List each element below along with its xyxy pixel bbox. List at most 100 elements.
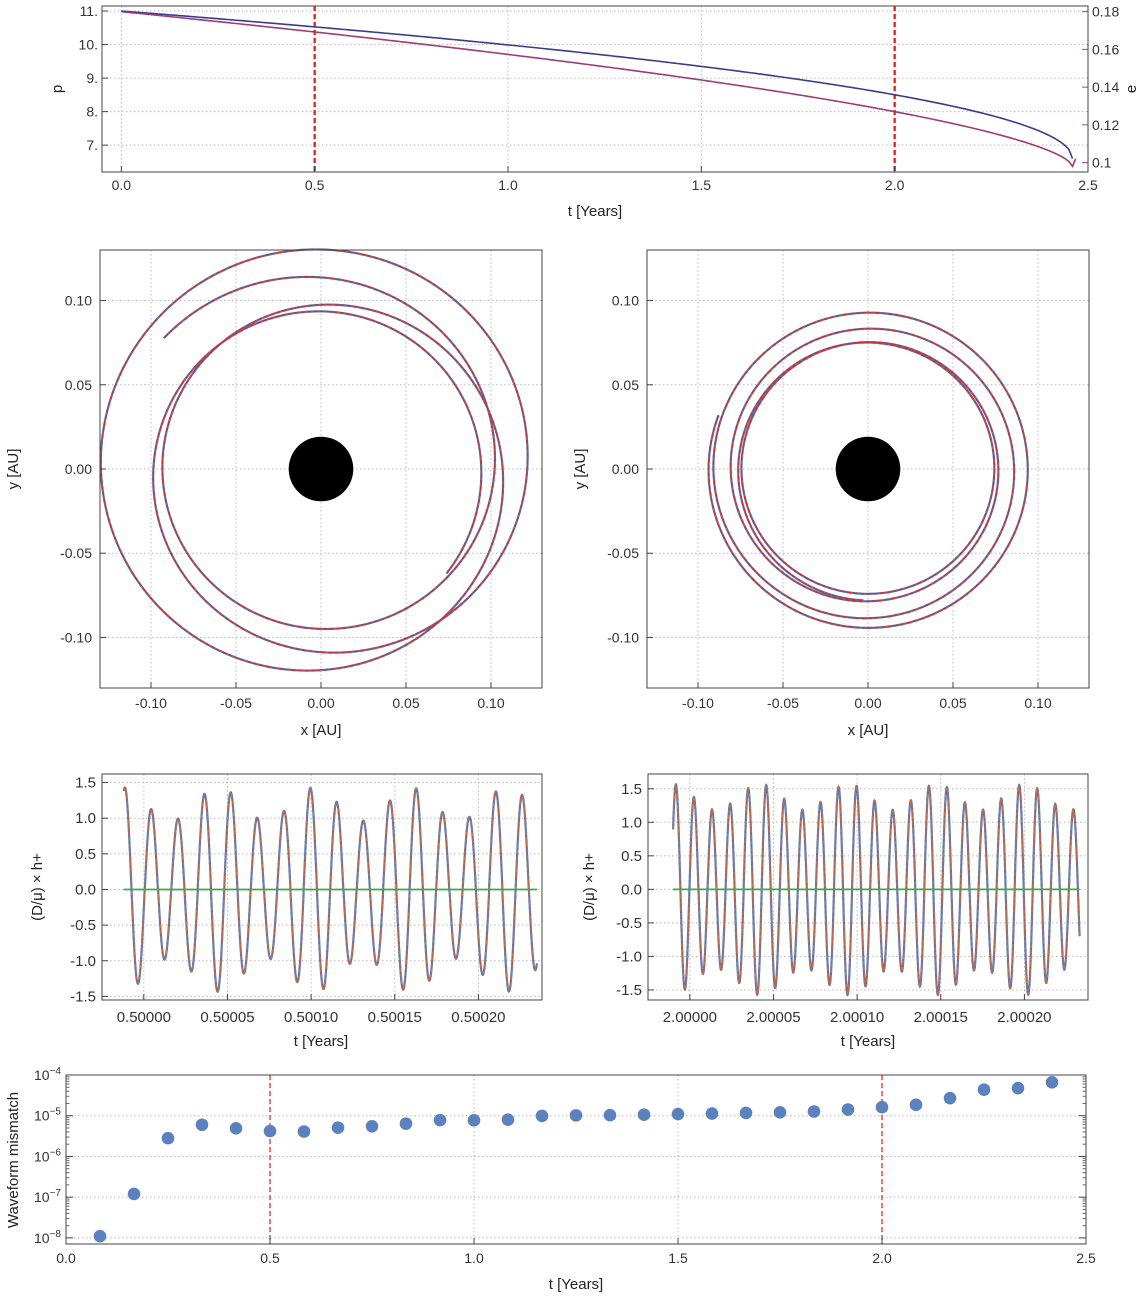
mismatch-x-tick-label: 1.0 [464, 1250, 484, 1266]
orbit-late-x-tick-label: 0.10 [1024, 695, 1051, 711]
mismatch-point [909, 1098, 923, 1112]
orbit-late-ylabel: y [AU] [572, 449, 589, 490]
mismatch-y-tick-label: 10−8 [34, 1229, 61, 1246]
evolution-ylabel-p: p [49, 85, 66, 93]
mismatch-point [331, 1121, 345, 1134]
waveform-early-x-tick-label: 0.50015 [368, 1009, 422, 1026]
mismatch-y-tick-label: 10−7 [34, 1188, 61, 1205]
mismatch-frame [65, 1074, 1087, 1245]
e-evolution-line [121, 10, 1077, 168]
evolution-yright-tick-label: 0.18 [1092, 4, 1119, 20]
orbit-early-y-tick-label: 0.05 [65, 377, 92, 393]
waveform-early-y-tick-label: 0.0 [75, 881, 96, 898]
waveform-late-y-tick-label: -1.5 [616, 982, 642, 999]
mismatch-point [773, 1106, 787, 1119]
orbit-late-x-tick-label: 0.05 [939, 695, 966, 711]
orbit-early-x-tick-label: 0.10 [477, 695, 504, 711]
mismatch-x-tick-label: 1.5 [668, 1250, 688, 1266]
waveform-late-y-tick-label: -1.0 [616, 948, 642, 965]
waveform-late-xlabel: t [Years] [841, 1033, 895, 1050]
mismatch-y-tick-label: 10−5 [34, 1107, 61, 1124]
mismatch-point [637, 1108, 651, 1121]
orbit-late-y-tick-label: -0.05 [607, 545, 639, 561]
mismatch-ylabel: Waveform mismatch [5, 1092, 22, 1228]
mismatch-y-tick-label: 10−6 [34, 1147, 61, 1164]
mismatch-point [875, 1100, 889, 1114]
waveform-early-panel: 0.50000 0.50005 0.50010 0.50015 0.50020 -1.5 -… [29, 773, 543, 1050]
mismatch-point [229, 1122, 243, 1135]
orbit-early-black-hole [288, 436, 354, 502]
orbit-late-y-tick-label: 0.10 [612, 293, 639, 309]
evolution-yright-tick-label: 0.16 [1092, 41, 1119, 57]
waveform-late-y-tick-label: 0.5 [621, 848, 642, 865]
mismatch-point [263, 1124, 277, 1138]
evolution-x-tick-label: 2.0 [885, 177, 905, 193]
orbit-late-black-hole [835, 436, 901, 502]
mismatch-point [603, 1108, 617, 1122]
orbit-early-ylabel: y [AU] [5, 449, 22, 490]
orbit-early-y-tick-label: -0.10 [60, 629, 92, 645]
evolution-xlabel: t [Years] [568, 203, 622, 220]
evolution-yright-tick-label: 0.12 [1092, 117, 1119, 133]
mismatch-point [467, 1114, 481, 1127]
mismatch-point [195, 1118, 209, 1132]
mismatch-x-tick-label: 0.0 [56, 1250, 76, 1266]
orbit-late-y-tick-label: 0.05 [612, 377, 639, 393]
orbit-late-x-tick-label: -0.10 [682, 695, 714, 711]
orbit-early-xlabel: x [AU] [301, 722, 342, 739]
waveform-early-x-tick-label: 0.50020 [451, 1009, 505, 1026]
waveform-early-xlabel: t [Years] [294, 1033, 348, 1050]
waveform-early-x-tick-label: 0.50010 [284, 1009, 338, 1026]
waveform-early-y-tick-label: -0.5 [70, 917, 96, 934]
orbit-early-trajectory-dashed-line [100, 248, 529, 672]
evolution-yleft-tick-label: 10. [79, 37, 98, 53]
mismatch-point [365, 1119, 379, 1133]
waveform-late-x-tick-label: 2.00020 [997, 1009, 1051, 1026]
evolution-panel: 0.0 0.5 1.0 1.5 2.0 2.5 7. 8. 9. 10. 11. 0.1 0.12 0.1… [49, 3, 1140, 220]
mismatch-point [161, 1131, 175, 1145]
waveform-early-y-tick-label: -1.5 [70, 988, 96, 1005]
orbit-early-panel: -0.10 -0.05 0.00 0.05 0.10 -0.10 -0.05 0.00 0.05… [5, 248, 543, 739]
evolution-x-tick-label: 1.5 [692, 177, 712, 193]
mismatch-point [977, 1083, 991, 1097]
mismatch-point [297, 1125, 311, 1138]
mismatch-point [943, 1091, 957, 1105]
mismatch-x-tick-label: 2.0 [872, 1250, 892, 1266]
orbit-late-x-tick-label: -0.05 [767, 695, 799, 711]
evolution-yleft-tick-label: 7. [86, 137, 98, 153]
waveform-early-y-tick-label: 1.5 [75, 775, 96, 792]
waveform-late-series-orange-line [672, 783, 1081, 996]
mismatch-y-tick-label: 10−4 [34, 1066, 61, 1083]
mismatch-x-tick-label: 0.5 [260, 1250, 280, 1266]
mismatch-point [569, 1109, 583, 1122]
waveform-early-ylabel: (D/μ) × h+ [29, 853, 46, 921]
evolution-yleft-tick-label: 8. [86, 104, 98, 120]
evolution-x-tick-label: 1.0 [498, 177, 518, 193]
mismatch-point [807, 1105, 821, 1118]
orbit-late-xlabel: x [AU] [848, 722, 889, 739]
evolution-yleft-tick-label: 9. [86, 70, 98, 86]
orbit-late-x-tick-label: 0.00 [854, 695, 881, 711]
waveform-late-x-tick-label: 2.00000 [663, 1009, 717, 1026]
evolution-yright-tick-label: 0.14 [1092, 79, 1119, 95]
waveform-late-y-tick-label: -0.5 [616, 915, 642, 932]
orbit-late-y-tick-label: 0.00 [612, 461, 639, 477]
waveform-early-y-tick-label: 0.5 [75, 846, 96, 863]
orbit-early-y-tick-label: 0.10 [65, 293, 92, 309]
waveform-late-ylabel: (D/μ) × h+ [581, 853, 598, 921]
mismatch-point [535, 1109, 549, 1123]
waveform-late-y-tick-label: 0.0 [621, 881, 642, 898]
evolution-x-tick-label: 0.5 [305, 177, 325, 193]
waveform-late-x-tick-label: 2.00010 [830, 1009, 884, 1026]
mismatch-point [501, 1113, 515, 1126]
waveform-late-x-tick-label: 2.00015 [914, 1009, 968, 1026]
waveform-early-series-orange-line [123, 786, 538, 993]
waveform-late-x-tick-label: 2.00005 [746, 1009, 800, 1026]
mismatch-point [739, 1106, 753, 1120]
mismatch-point [1011, 1081, 1025, 1095]
mismatch-point [433, 1113, 447, 1127]
evolution-yright-tick-label: 0.1 [1092, 155, 1112, 171]
orbit-early-x-tick-label: 0.05 [392, 695, 419, 711]
evolution-x-tick-label: 2.5 [1078, 177, 1098, 193]
